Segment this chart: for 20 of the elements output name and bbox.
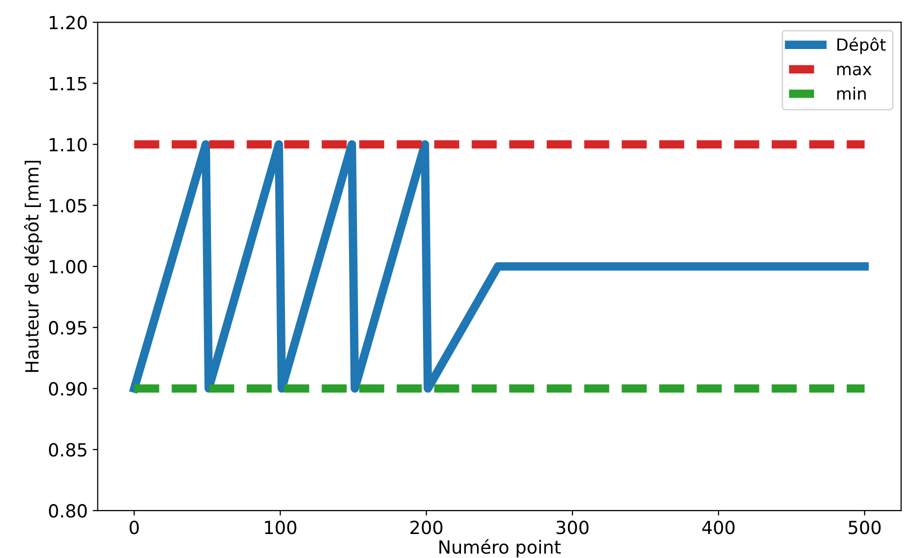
x-tick-label: 200	[410, 520, 442, 534]
x-tick-label: 300	[556, 520, 588, 534]
y-tick-label: 1.00	[50, 260, 87, 274]
y-tick-label: 0.95	[48, 320, 86, 335]
y-tick-label: 1.20	[50, 16, 87, 30]
y-tick-label: 1.05	[50, 198, 86, 213]
x-tick-label: 100	[265, 520, 296, 534]
y-tick-label: 1.10	[50, 138, 87, 152]
legend-label: min	[837, 86, 866, 100]
y-tick-label: 0.80	[48, 504, 87, 518]
y-tick-label: 0.85	[48, 443, 86, 457]
y-tick-label: 1.15	[50, 77, 86, 90]
legend-label: Dépôt	[837, 37, 886, 54]
x-axis-title: Numéro point	[439, 539, 561, 558]
x-tick-label: 500	[848, 520, 881, 534]
legend-label: max	[837, 66, 872, 76]
x-tick-label: 0	[130, 520, 139, 534]
y-axis-title: Hauteur de dépôt [mm]	[24, 160, 42, 372]
y-tick-label: 0.90	[48, 382, 87, 396]
x-tick-label: 400	[702, 520, 735, 534]
